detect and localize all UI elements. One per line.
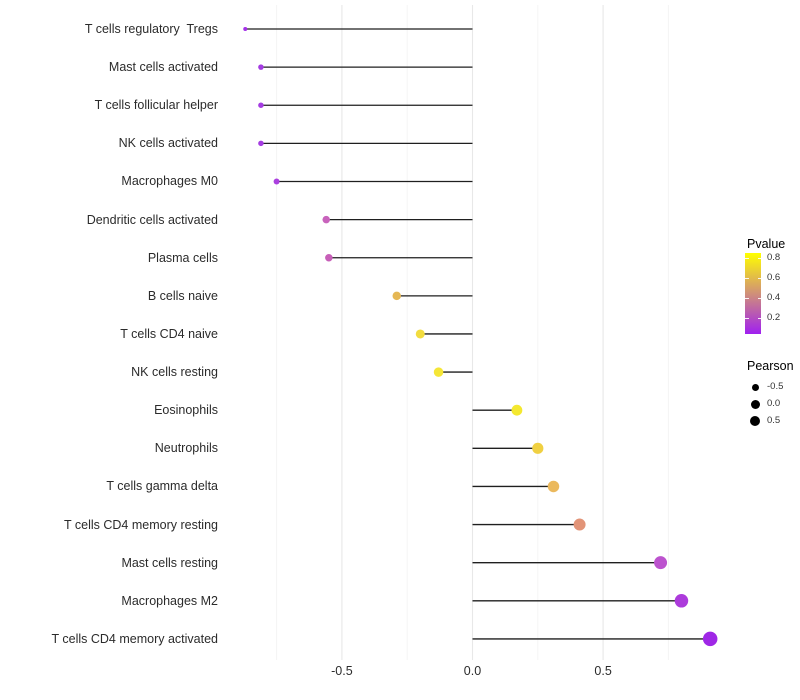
lollipop-point [392, 291, 402, 301]
lollipop-point [573, 518, 586, 531]
lollipop-point [273, 178, 280, 185]
lollipop-point [243, 27, 248, 31]
pearson-legend-label: -0.5 [767, 381, 784, 392]
colorbar-tick-mark [745, 318, 749, 319]
pvalue-colorbar-gradient [745, 253, 761, 334]
pvalue-legend-title: Pvalue [747, 237, 786, 251]
y-axis-label: Dendritic cells activated [86, 212, 218, 227]
colorbar-tick-mark [745, 298, 749, 299]
x-axis-tick-label: -0.5 [331, 664, 353, 678]
colorbar-tick-mark [757, 298, 761, 299]
y-axis-label: NK cells resting [131, 365, 218, 380]
pearson-legend-label: 0.5 [767, 415, 781, 426]
lollipop-point [702, 631, 718, 647]
lollipop-point [674, 594, 689, 608]
y-axis-label: Macrophages M0 [121, 174, 218, 189]
y-axis-label: T cells CD4 naive [120, 326, 218, 341]
y-axis-label: T cells CD4 memory activated [51, 631, 219, 646]
y-axis-label: Macrophages M2 [121, 593, 218, 608]
lollipop-point [258, 64, 264, 70]
colorbar-tick-label: 0.6 [767, 272, 781, 283]
lollipop-point [547, 480, 560, 493]
lollipop-point [532, 442, 544, 454]
y-axis-label: Plasma cells [147, 250, 218, 265]
colorbar-tick-mark [757, 318, 761, 319]
y-axis-label: Mast cells resting [121, 555, 218, 570]
colorbar-tick-label: 0.8 [767, 252, 781, 263]
y-axis-label: Neutrophils [154, 441, 218, 456]
y-axis-label: NK cells activated [118, 136, 218, 151]
lollipop-point [511, 404, 523, 416]
pearson-legend-title: Pearson [747, 359, 794, 373]
lollipop-point [325, 253, 333, 262]
y-axis-label: Eosinophils [154, 403, 218, 418]
y-axis-label: T cells CD4 memory resting [64, 517, 218, 532]
colorbar-tick-mark [745, 278, 749, 279]
colorbar-tick-mark [757, 278, 761, 279]
colorbar-tick-mark [745, 258, 749, 259]
lollipop-point [433, 367, 444, 377]
y-axis-label: T cells regulatory Tregs [84, 22, 218, 36]
pearson-legend-dot [751, 383, 759, 391]
x-axis-tick-label: 0.0 [463, 664, 482, 678]
y-axis-label: B cells naive [147, 288, 218, 303]
y-axis-label: T cells follicular helper [94, 98, 218, 113]
lollipop-point [415, 329, 425, 339]
pearson-legend-label: 0.0 [767, 398, 781, 409]
y-axis-label: Mast cells activated [108, 60, 218, 75]
lollipop-point [258, 140, 264, 147]
lollipop-point [654, 556, 668, 570]
pearson-legend-dot [750, 399, 760, 409]
x-axis-tick-label: 0.5 [594, 664, 612, 678]
pearson-legend-dot [749, 415, 761, 427]
colorbar-tick-label: 0.2 [767, 312, 781, 323]
lollipop-point [322, 215, 330, 224]
lollipop-point [258, 102, 264, 108]
colorbar-tick-label: 0.4 [767, 292, 781, 303]
y-axis-label: T cells gamma delta [106, 479, 218, 494]
colorbar-tick-mark [757, 258, 761, 259]
